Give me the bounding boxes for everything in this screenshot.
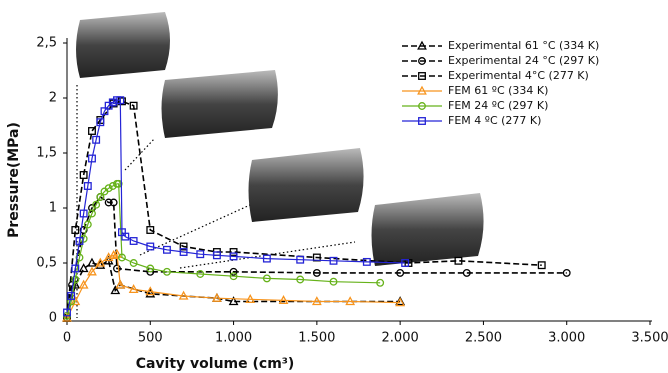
marker bbox=[88, 259, 96, 266]
x-tick-label: 0 bbox=[63, 331, 71, 346]
x-tick-label: 3.000 bbox=[548, 331, 585, 346]
mesh-image bbox=[372, 193, 484, 266]
legend-label: FEM 61 ºC (334 K) bbox=[448, 84, 548, 97]
y-tick-label: 0 bbox=[49, 311, 57, 326]
mesh-image bbox=[249, 148, 364, 222]
marker bbox=[80, 265, 88, 272]
mesh-image bbox=[162, 70, 278, 138]
legend-label: Experimental 4°C (277 K) bbox=[448, 69, 589, 82]
mesh-images bbox=[76, 12, 484, 266]
y-tick-label: 1 bbox=[49, 201, 57, 216]
x-tick-label: 500 bbox=[138, 331, 163, 346]
x-tick-label: 2.000 bbox=[382, 331, 419, 346]
y-tick-label: 1,5 bbox=[36, 146, 57, 161]
y-axis-label: Pressure(MPa) bbox=[6, 122, 22, 238]
y-tick-label: 2 bbox=[49, 91, 57, 106]
mesh-image bbox=[76, 12, 170, 78]
x-tick-label: 1.500 bbox=[298, 331, 335, 346]
x-axis-label: Cavity volume (cm³) bbox=[136, 356, 295, 372]
legend-label: Experimental 24 °C (297 K) bbox=[448, 54, 599, 67]
legend: Experimental 61 °C (334 K) Experimental 2… bbox=[402, 39, 599, 127]
series bbox=[63, 250, 404, 321]
chart: Cavity volume (cm³) Pressure(MPa) 0 500 1.… bbox=[0, 0, 668, 373]
legend-label: FEM 4 ºC (277 K) bbox=[448, 114, 541, 127]
legend-label: Experimental 61 °C (334 K) bbox=[448, 39, 599, 52]
x-tick-label: 2.500 bbox=[465, 331, 502, 346]
y-tick-label: 2,5 bbox=[36, 36, 57, 51]
x-tick-label: 1.000 bbox=[215, 331, 252, 346]
x-tick-label: 3.500 bbox=[631, 331, 668, 346]
y-tick-label: 0,5 bbox=[36, 256, 57, 271]
legend-label: FEM 24 ºC (297 K) bbox=[448, 99, 548, 112]
